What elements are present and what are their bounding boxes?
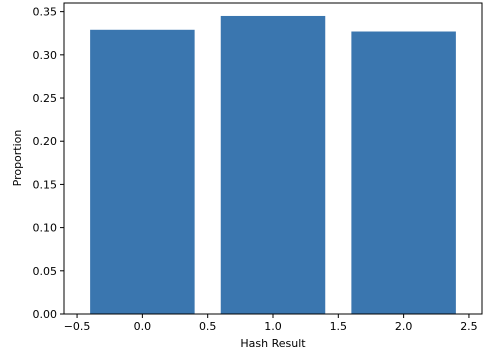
x-tick-label: 2.5 bbox=[460, 320, 478, 333]
y-axis-label: Proportion bbox=[11, 130, 24, 187]
y-tick-label: 0.05 bbox=[33, 265, 58, 278]
x-tick-label: −0.5 bbox=[64, 320, 91, 333]
x-tick-label: 1.5 bbox=[330, 320, 348, 333]
bars-group bbox=[90, 15, 456, 315]
x-tick-label: 0.0 bbox=[134, 320, 152, 333]
y-tick-label: 0.00 bbox=[33, 308, 58, 321]
x-tick-label: 1.0 bbox=[264, 320, 282, 333]
plot-frame bbox=[63, 2, 483, 315]
bar-0 bbox=[90, 29, 195, 315]
bar-2 bbox=[351, 31, 456, 315]
x-axis-ticks: −0.5 0.0 0.5 1.0 1.5 2.0 2.5 bbox=[64, 314, 478, 333]
x-tick-label: 2.0 bbox=[395, 320, 413, 333]
y-tick-label: 0.20 bbox=[33, 135, 58, 148]
y-tick-label: 0.25 bbox=[33, 92, 58, 105]
bar-1 bbox=[220, 15, 326, 314]
y-tick-label: 0.10 bbox=[33, 222, 58, 235]
y-axis-ticks: 0.00 0.05 0.10 0.15 0.20 0.25 0.30 0.35 bbox=[33, 6, 64, 321]
y-tick-label: 0.15 bbox=[33, 178, 58, 191]
y-tick-label: 0.30 bbox=[33, 49, 58, 62]
x-tick-label: 0.5 bbox=[199, 320, 217, 333]
x-axis-label: Hash Result bbox=[240, 337, 306, 350]
y-tick-label: 0.35 bbox=[33, 6, 58, 19]
